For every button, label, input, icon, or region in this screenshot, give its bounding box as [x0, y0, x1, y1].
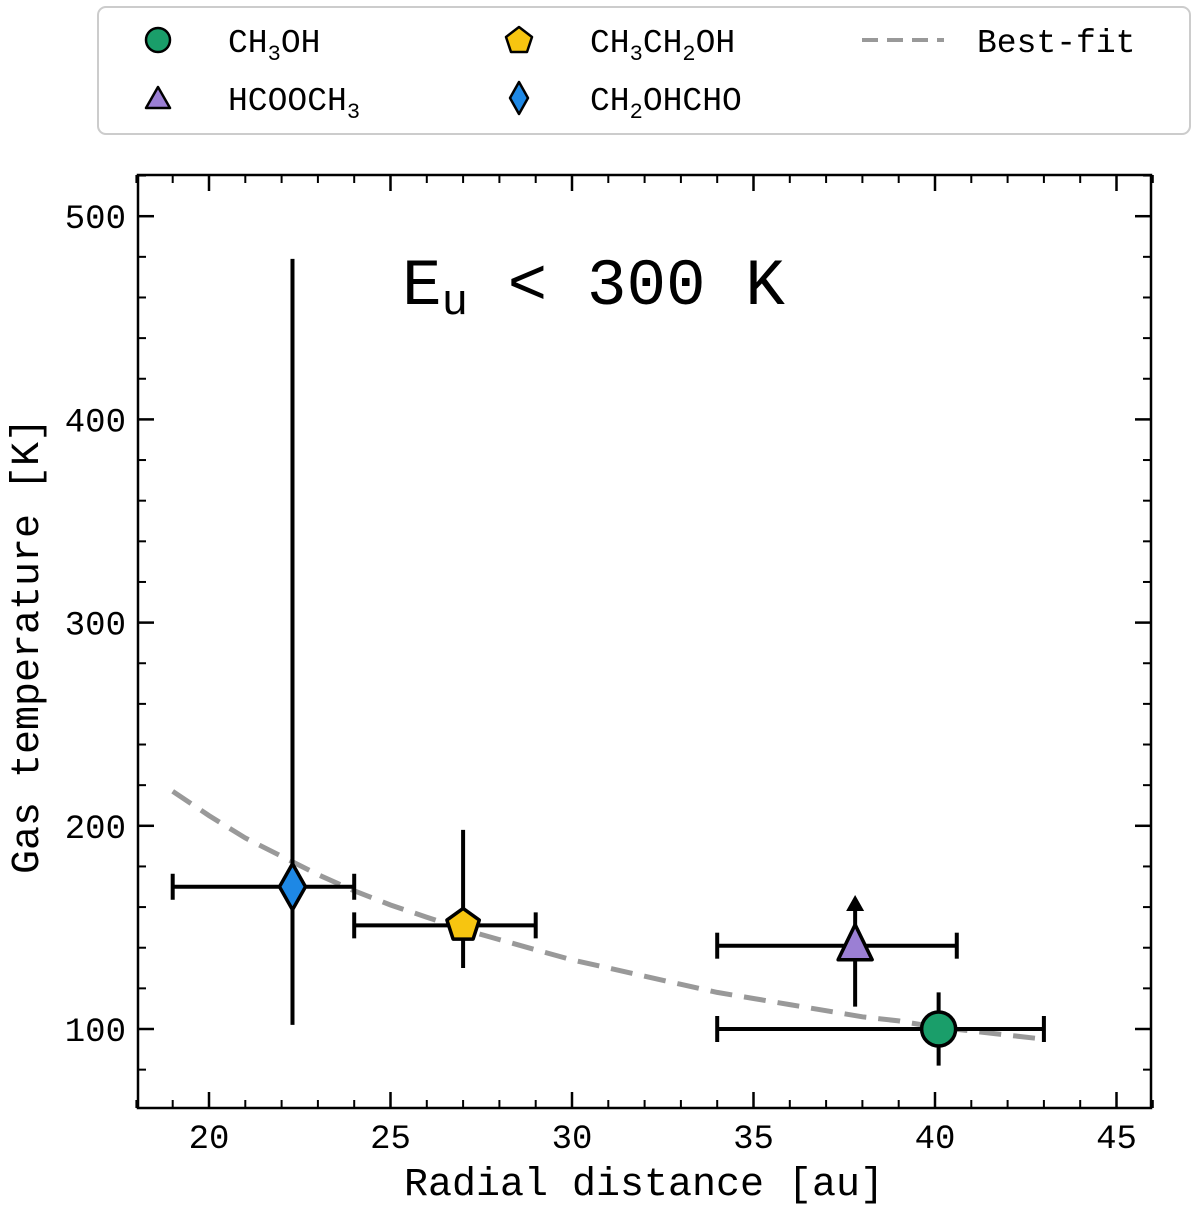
x-tick-label-20: 20: [189, 1121, 230, 1159]
x-tick-label-30: 30: [552, 1121, 593, 1159]
legend: CH3OH HCOOCH3 CH3CH2OH CH2OHCHO Best-fit: [97, 6, 1191, 135]
marker-diamond-ch2ohcho: [277, 862, 308, 912]
x-axis-ticks: [207, 175, 1118, 1108]
y-tick-label-200: 200: [65, 811, 126, 849]
point-ch2ohcho: [170, 258, 357, 1025]
y-axis-ticks: [138, 214, 1151, 1031]
y-tick-label-500: 500: [65, 201, 126, 239]
y-tick-label-100: 100: [65, 1014, 126, 1052]
y-tick-label-300: 300: [65, 608, 126, 646]
x-tick-label-25: 25: [370, 1121, 411, 1159]
legend-marker-hcooch3-triangle: [144, 85, 172, 110]
marker-pentagon-ch3ch2oh: [445, 906, 482, 941]
legend-marker-ch3ch2oh-pentagon: [504, 25, 534, 54]
point-hcooch3: [715, 895, 959, 1007]
x-tick-label-35: 35: [733, 1121, 774, 1159]
marker-triangle-hcooch3: [836, 922, 874, 962]
x-tick-label-45: 45: [1096, 1121, 1137, 1159]
lower-limit-arrow-hcooch3: [846, 895, 865, 912]
legend-entry-best-fit: Best-fit: [977, 25, 1135, 62]
legend-entry-ch3ch2oh: CH3CH2OH: [590, 25, 735, 67]
minor-ticks: [135, 174, 1154, 1108]
data-points: [170, 258, 1046, 1066]
energy-annotation: Eu < 300 K: [402, 249, 785, 328]
legend-marker-ch3oh-circle: [144, 26, 172, 54]
legend-marker-ch2ohcho-diamond: [508, 80, 530, 116]
point-ch3ch2oh: [352, 829, 538, 969]
point-ch3oh: [715, 992, 1046, 1066]
x-axis-tick-labels: 20 25 30 35 40 45: [189, 1121, 1137, 1159]
x-tick-label-40: 40: [915, 1121, 956, 1159]
x-axis-label: Radial distance [au]: [404, 1163, 884, 1208]
y-tick-label-400: 400: [65, 404, 126, 442]
legend-entry-hcooch3: HCOOCH3: [228, 83, 360, 125]
marker-circle-ch3oh: [919, 1010, 958, 1048]
y-axis-tick-labels: 100 200 300 400 500: [65, 201, 126, 1052]
legend-entry-ch3oh: CH3OH: [228, 25, 320, 67]
y-axis-label: Gas temperature [K]: [6, 418, 51, 874]
legend-entry-ch2ohcho: CH2OHCHO: [590, 83, 742, 125]
best-fit-curve: [171, 789, 1045, 1042]
